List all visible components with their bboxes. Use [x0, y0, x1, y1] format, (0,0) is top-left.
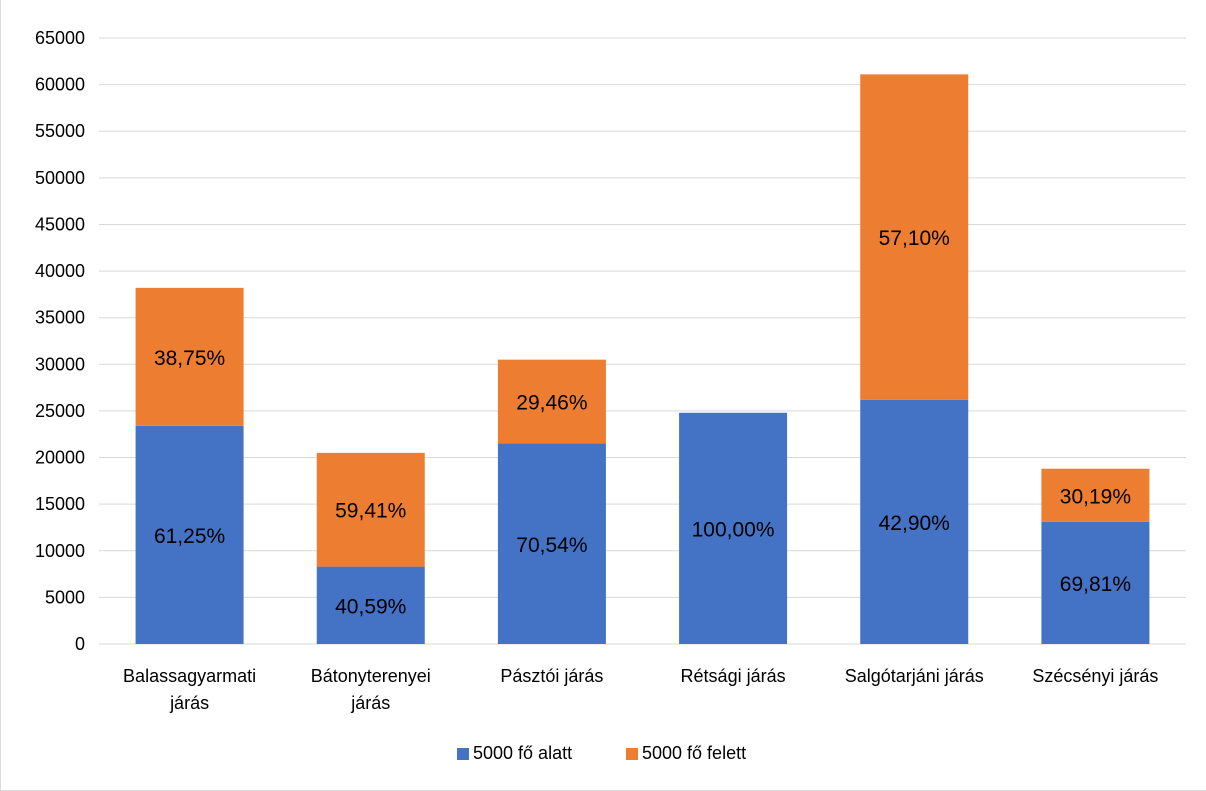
x-tick-label: Szécsényi járás: [1032, 666, 1158, 686]
bar-segment: [497, 359, 606, 444]
bar-segment: [135, 425, 244, 644]
x-tick-label: Pásztói járás: [500, 666, 603, 686]
y-tick-label: 0: [75, 634, 85, 654]
bar-segment: [316, 452, 425, 567]
y-tick-label: 35000: [35, 308, 85, 328]
bar-segment: [1041, 521, 1150, 644]
data-label: 70,54%: [516, 534, 587, 557]
x-tick-label: járás: [169, 693, 209, 713]
legend-swatch: [626, 748, 638, 760]
data-label: 100,00%: [692, 518, 775, 541]
data-label: 29,46%: [516, 392, 587, 415]
legend-swatch: [457, 748, 469, 760]
bar-segment: [135, 287, 244, 426]
y-tick-label: 50000: [35, 168, 85, 188]
bar-segment: [860, 74, 969, 400]
x-tick-label: Salgótarjáni járás: [845, 666, 984, 686]
y-tick-label: 65000: [35, 28, 85, 48]
data-label: 42,90%: [879, 512, 950, 535]
data-label: 69,81%: [1060, 573, 1131, 596]
data-label: 38,75%: [154, 347, 225, 370]
bar-segment: [860, 399, 969, 644]
y-tick-label: 10000: [35, 541, 85, 561]
y-tick-label: 25000: [35, 401, 85, 421]
data-label: 61,25%: [154, 525, 225, 548]
bar-segment: [1041, 468, 1150, 522]
y-tick-label: 60000: [35, 75, 85, 95]
bar-segment: [679, 412, 788, 644]
legend-label: 5000 fő felett: [642, 743, 746, 763]
bar-segment: [497, 443, 606, 644]
data-label: 30,19%: [1060, 485, 1131, 508]
y-tick-label: 15000: [35, 494, 85, 514]
y-tick-label: 55000: [35, 121, 85, 141]
x-tick-label: Rétsági járás: [681, 666, 786, 686]
x-tick-label: járás: [350, 693, 390, 713]
y-tick-label: 20000: [35, 448, 85, 468]
y-tick-label: 40000: [35, 261, 85, 281]
y-tick-label: 5000: [45, 587, 85, 607]
data-label: 57,10%: [879, 227, 950, 250]
x-tick-label: Balassagyarmati: [123, 666, 256, 686]
y-tick-label: 45000: [35, 214, 85, 234]
data-label: 59,41%: [335, 500, 406, 523]
data-label: 40,59%: [335, 595, 406, 618]
bar-segment: [316, 566, 425, 644]
y-tick-label: 30000: [35, 354, 85, 374]
legend-label: 5000 fő alatt: [473, 743, 572, 763]
x-tick-label: Bátonyterenyei: [311, 666, 431, 686]
